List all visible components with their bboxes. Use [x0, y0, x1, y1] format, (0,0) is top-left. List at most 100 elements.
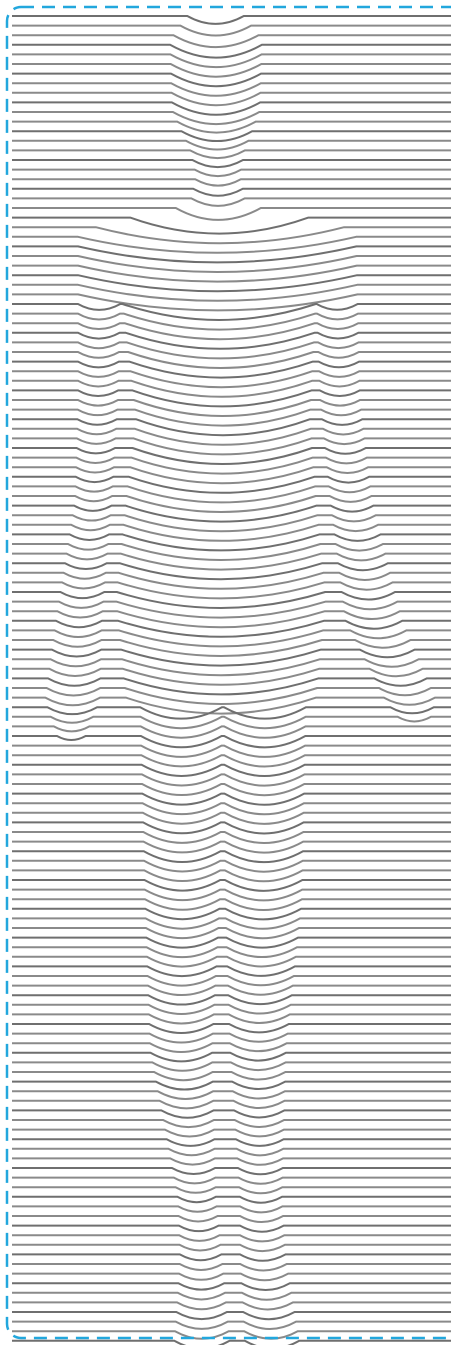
contour-line	[12, 379, 451, 398]
contour-line	[12, 543, 451, 561]
contour-line	[12, 888, 451, 902]
contour-line	[12, 197, 451, 207]
contour-line	[12, 955, 451, 968]
contour-line	[12, 370, 451, 389]
contour-line	[12, 1253, 451, 1262]
contour-line	[12, 619, 451, 638]
contour-line	[12, 43, 451, 59]
contour-line	[12, 149, 451, 160]
contour-line	[12, 927, 451, 940]
contour-line	[12, 15, 451, 25]
contour-line	[12, 629, 451, 648]
contour-line	[12, 389, 451, 408]
contour-line	[12, 1109, 451, 1119]
contour-line	[12, 303, 451, 321]
contour-line	[12, 1263, 451, 1272]
contour-line	[12, 187, 451, 197]
contour-line	[12, 869, 451, 883]
contour-line	[12, 1013, 451, 1025]
contour-line	[12, 168, 451, 178]
contour-line	[12, 763, 451, 778]
contour-line	[12, 523, 451, 542]
contour-line	[12, 466, 451, 485]
contour-line	[12, 687, 451, 705]
contour-line	[12, 735, 451, 749]
contour-line	[12, 984, 451, 996]
contour-line	[12, 399, 451, 417]
contour-line	[12, 351, 451, 369]
contour-line	[12, 283, 451, 302]
contour-line	[12, 456, 451, 475]
contour-line	[12, 1224, 451, 1233]
contour-line	[12, 485, 451, 504]
contour-line	[12, 24, 451, 37]
contour-line	[12, 648, 451, 667]
contour-line	[12, 552, 451, 571]
contour-line	[12, 408, 451, 427]
contour-line	[12, 667, 451, 686]
contour-line	[12, 1186, 451, 1195]
contour-line	[12, 360, 451, 379]
contour-line	[12, 514, 451, 533]
contour-line	[12, 1320, 451, 1330]
contour-line	[12, 994, 451, 1006]
contour-line	[12, 418, 451, 437]
contour-line	[12, 1147, 451, 1157]
contour-line	[12, 773, 451, 787]
contour-line	[12, 1176, 451, 1185]
contour-line	[12, 255, 451, 273]
contour-line	[12, 235, 451, 254]
contour-line	[12, 53, 451, 69]
contour-line	[12, 802, 451, 816]
contour-line	[12, 744, 451, 758]
contour-line	[12, 754, 451, 768]
contour-line	[12, 917, 451, 930]
contour-line	[12, 1099, 451, 1110]
contour-line	[12, 840, 451, 854]
contour-line	[12, 783, 451, 797]
contour-line	[12, 1330, 451, 1340]
contour-line	[12, 610, 451, 629]
contour-line	[12, 111, 451, 126]
contour-line	[12, 331, 451, 350]
contour-line	[12, 226, 451, 245]
contour-line	[12, 82, 451, 97]
contour-line	[12, 437, 451, 456]
contour-line	[12, 907, 451, 921]
contour-line	[12, 1311, 451, 1321]
contour-line	[12, 1061, 451, 1072]
contour-lines	[12, 15, 451, 1345]
contour-line	[12, 1023, 451, 1034]
contour-line	[12, 725, 451, 739]
contour-line	[12, 1051, 451, 1063]
contour-line	[12, 1205, 451, 1214]
contour-line	[12, 72, 451, 88]
contour-line	[12, 34, 451, 49]
contour-line	[12, 245, 451, 264]
contour-line	[12, 1071, 451, 1082]
contour-line	[12, 859, 451, 873]
contour-line	[12, 159, 451, 169]
dashed-frame	[5, 5, 451, 1340]
contour-line	[12, 581, 451, 600]
contour-line	[12, 792, 451, 806]
contour-line	[12, 898, 451, 911]
contour-line	[12, 341, 451, 360]
contour-line	[12, 639, 451, 657]
contour-line	[12, 274, 451, 293]
contour-line	[12, 677, 451, 696]
contour-line	[12, 1272, 451, 1282]
contour-line	[12, 312, 451, 331]
contour-line	[12, 322, 451, 341]
contour-line	[12, 1243, 451, 1253]
contour-line	[12, 495, 451, 513]
contour-line	[12, 1157, 451, 1166]
contour-line	[12, 1195, 451, 1204]
contour-line	[12, 965, 451, 977]
contour-line	[12, 658, 451, 677]
contour-line	[12, 600, 451, 619]
contour-line	[12, 533, 451, 552]
contour-line	[12, 591, 451, 609]
contour-line	[12, 571, 451, 590]
